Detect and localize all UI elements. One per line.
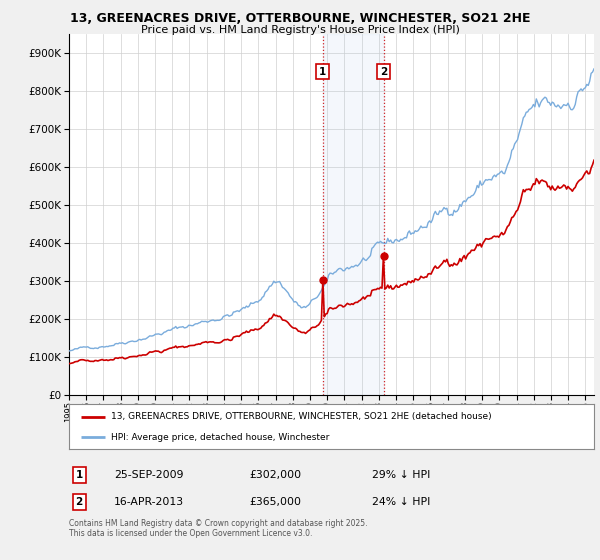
- Text: HPI: Average price, detached house, Winchester: HPI: Average price, detached house, Winc…: [111, 433, 329, 442]
- Text: 1: 1: [319, 67, 326, 77]
- Text: This data is licensed under the Open Government Licence v3.0.: This data is licensed under the Open Gov…: [69, 529, 313, 538]
- Text: 1: 1: [76, 470, 83, 480]
- Point: [379, 251, 389, 260]
- Text: Price paid vs. HM Land Registry's House Price Index (HPI): Price paid vs. HM Land Registry's House …: [140, 25, 460, 35]
- Text: Contains HM Land Registry data © Crown copyright and database right 2025.: Contains HM Land Registry data © Crown c…: [69, 519, 367, 528]
- Text: 13, GREENACRES DRIVE, OTTERBOURNE, WINCHESTER, SO21 2HE (detached house): 13, GREENACRES DRIVE, OTTERBOURNE, WINCH…: [111, 412, 491, 421]
- Text: 24% ↓ HPI: 24% ↓ HPI: [372, 497, 430, 507]
- Text: 25-SEP-2009: 25-SEP-2009: [114, 470, 184, 480]
- Text: £302,000: £302,000: [249, 470, 301, 480]
- Point: [318, 276, 328, 284]
- Text: £365,000: £365,000: [249, 497, 301, 507]
- Text: 13, GREENACRES DRIVE, OTTERBOURNE, WINCHESTER, SO21 2HE: 13, GREENACRES DRIVE, OTTERBOURNE, WINCH…: [70, 12, 530, 25]
- Text: 16-APR-2013: 16-APR-2013: [114, 497, 184, 507]
- Bar: [323, 34, 384, 395]
- Text: 2: 2: [380, 67, 388, 77]
- Text: 2: 2: [76, 497, 83, 507]
- Text: 29% ↓ HPI: 29% ↓ HPI: [372, 470, 430, 480]
